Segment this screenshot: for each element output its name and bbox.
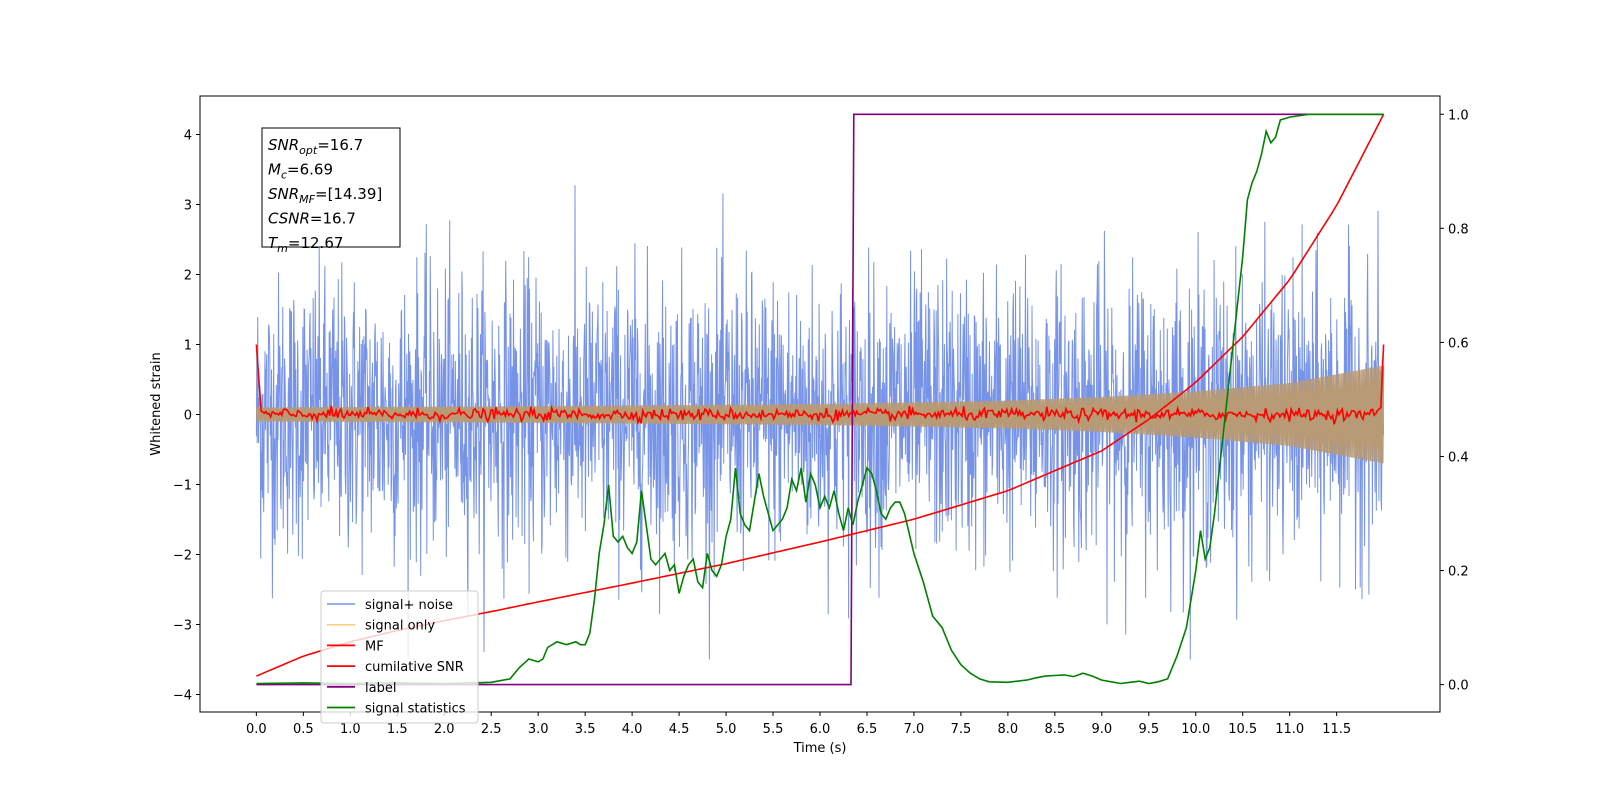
x-tick-label: 8.0 [998, 722, 1019, 737]
x-tick-label: 8.5 [1045, 722, 1066, 737]
series-signal-only-line [255, 365, 1385, 464]
x-tick-label: 9.5 [1138, 722, 1159, 737]
y-axis-label: Whitened strain [149, 352, 164, 455]
x-tick-label: 4.0 [622, 722, 643, 737]
y-tick-label: 0 [184, 409, 192, 424]
x-tick-label: 6.0 [810, 722, 831, 737]
legend-label: MF [365, 639, 384, 654]
legend: signal+ noise signal only MF cumilative SNR… [320, 590, 479, 724]
x-tick-label: 10.5 [1228, 722, 1257, 737]
y-right-tick-label: 0.8 [1448, 222, 1469, 237]
annotation-line: SNRopt=16.7 [268, 136, 363, 157]
y-right-tick-label: 0.0 [1448, 679, 1469, 694]
x-tick-label: 3.0 [528, 722, 549, 737]
x-tick-label: 7.5 [951, 722, 972, 737]
x-tick-label: 1.5 [387, 722, 408, 737]
legend-label: cumilative SNR [365, 660, 464, 675]
annotation-line: Mc=6.69 [268, 161, 333, 182]
legend-label: signal+ noise [365, 598, 453, 613]
series-mf-line [255, 344, 1385, 426]
x-tick-label: 5.0 [716, 722, 737, 737]
x-tick-label: 10.0 [1181, 722, 1210, 737]
y-right-tick-label: 0.4 [1448, 450, 1469, 465]
series-signal-statistics-line [256, 113, 1384, 685]
y-tick-label: 1 [184, 339, 192, 354]
annotation-line: CSNR=16.7 [268, 210, 356, 228]
x-tick-label: 2.5 [481, 722, 502, 737]
x-tick-label: 5.5 [763, 722, 784, 737]
x-axis-label: Time (s) [793, 741, 847, 756]
x-tick-label: 4.5 [669, 722, 690, 737]
x-tick-label: 11.0 [1275, 722, 1304, 737]
y-axis-right: 0.0 0.2 0.4 0.6 0.8 1.0 [1440, 108, 1469, 694]
y-tick-label: 3 [184, 199, 192, 214]
annotation-line: Tm=12.67 [268, 234, 343, 255]
x-tick-label: 0.5 [293, 722, 314, 737]
annotation-box: SNRopt=16.7 Mc=6.69 SNRMF=[14.39] CSNR=16.7… [261, 127, 401, 255]
x-tick-label: 1.0 [340, 722, 361, 737]
y-tick-label: 4 [184, 129, 192, 144]
y-tick-label: 2 [184, 269, 192, 284]
series-label-line [256, 113, 1384, 686]
annotation-line: SNRMF=[14.39] [268, 185, 382, 206]
annotation-frame [261, 127, 401, 248]
x-tick-label: 7.0 [904, 722, 925, 737]
x-tick-label: 9.0 [1091, 722, 1112, 737]
x-tick-label: 11.5 [1322, 722, 1351, 737]
y-tick-label: −2 [173, 549, 192, 564]
y-right-tick-label: 1.0 [1448, 108, 1469, 123]
legend-label: signal only [365, 619, 435, 634]
y-tick-label: −4 [173, 689, 192, 704]
y-right-tick-label: 0.6 [1448, 336, 1469, 351]
x-tick-label: 2.0 [434, 722, 455, 737]
y-tick-label: −1 [173, 479, 192, 494]
y-tick-label: −3 [173, 619, 192, 634]
legend-label: label [365, 681, 396, 696]
legend-frame [320, 590, 479, 724]
x-axis: 0.0 0.5 1.0 1.5 2.0 2.5 3.0 3.5 4.0 4.5 5.0 5.5 6.0 6… [246, 712, 1351, 737]
x-tick-label: 3.5 [575, 722, 596, 737]
legend-label: signal statistics [365, 702, 466, 717]
x-tick-label: 0.0 [246, 722, 267, 737]
series-signal-noise-line [255, 185, 1385, 660]
y-right-tick-label: 0.2 [1448, 565, 1469, 580]
x-tick-label: 6.5 [857, 722, 878, 737]
y-axis-left: −4 −3 −2 −1 0 1 2 3 4 [173, 129, 200, 704]
